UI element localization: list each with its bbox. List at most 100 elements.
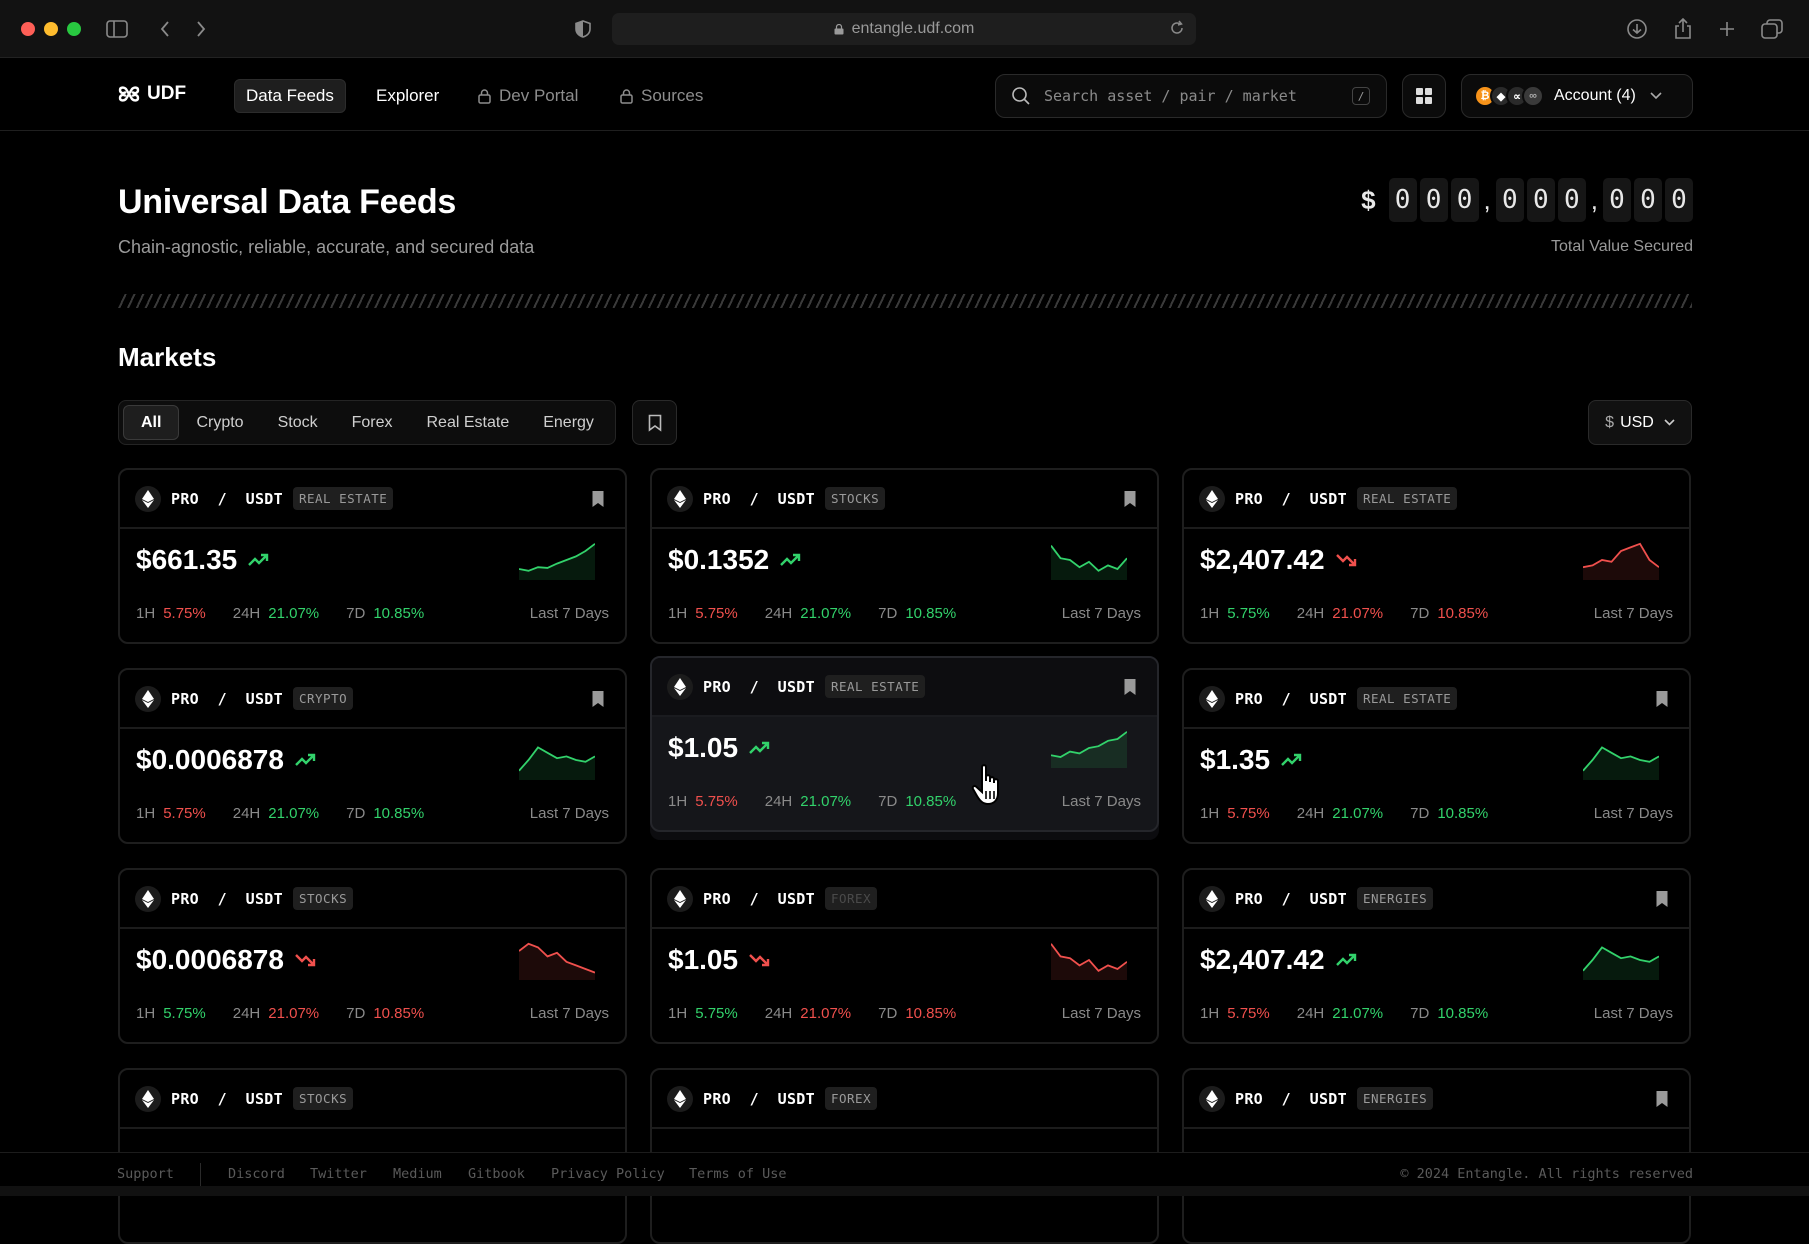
filter-tab-all[interactable]: All [123, 405, 180, 440]
footer-link-privacy-policy[interactable]: Privacy Policy [551, 1166, 665, 1182]
price-value: $1.05 [668, 944, 739, 975]
stat-label: 1H [1200, 605, 1220, 622]
lock-icon [834, 23, 844, 34]
market-card[interactable]: PRO / USDT REAL ESTATE $661.35 1H 5.75% 24H 21… [118, 468, 627, 644]
price-value: $0.0006878 [136, 744, 284, 775]
minimize-window-button[interactable] [44, 22, 58, 36]
sparkline-chart [1051, 545, 1127, 580]
market-filter-tabs: All Crypto Stock Forex Real Estate Energy [118, 400, 616, 445]
market-card[interactable]: PRO / USDT STOCKS $0.0006878 1H 5.75% 24H 21.0… [118, 868, 627, 1044]
bookmark-icon[interactable] [1655, 1090, 1669, 1108]
stat-label: 7D [1410, 1005, 1430, 1022]
new-tab-icon[interactable] [1714, 16, 1740, 42]
footer-link-terms-of-use[interactable]: Terms of Use [689, 1166, 787, 1182]
footer-link-gitbook[interactable]: Gitbook [468, 1166, 525, 1182]
filter-tab-forex[interactable]: Forex [351, 413, 393, 431]
category-badge: REAL ESTATE [1356, 687, 1458, 710]
price-row: $0.0006878 [136, 944, 316, 976]
change-stats: 1H 5.75% 24H 21.07% 7D 10.85% [136, 1005, 451, 1022]
chevron-down-icon [1664, 419, 1675, 426]
bookmark-icon[interactable] [591, 490, 605, 508]
market-card[interactable]: PRO / USDT ENERGIES $2,407.42 1H 5.75% 24H 21.… [1182, 868, 1691, 1044]
share-icon[interactable] [1670, 16, 1696, 42]
stat-label: 24H [764, 605, 793, 622]
bookmark-icon[interactable] [1655, 890, 1669, 908]
shield-icon[interactable] [570, 16, 596, 42]
top-navigation: UDF Data Feeds Explorer Dev Portal Sourc… [0, 58, 1809, 131]
download-icon[interactable] [1624, 16, 1650, 42]
ethereum-icon [135, 685, 161, 712]
currency-select[interactable]: $ USD [1588, 400, 1692, 445]
card-header: PRO / USDT STOCKS [120, 1070, 625, 1129]
sparkline-area [519, 943, 595, 980]
udf-logo[interactable]: UDF [118, 83, 186, 105]
filter-tab-real-estate[interactable]: Real Estate [426, 413, 510, 431]
bookmark-icon[interactable] [1655, 690, 1669, 708]
bookmark-icon [648, 414, 661, 432]
footer-link-discord[interactable]: Discord [228, 1166, 285, 1182]
card-header: PRO / USDT FOREX [652, 1070, 1157, 1129]
card-header: PRO / USDT CRYPTO [120, 670, 625, 729]
ethereum-icon [667, 1085, 693, 1112]
grid-icon [1416, 88, 1432, 104]
pair-label: PRO / USDT [703, 489, 815, 508]
market-card[interactable]: PRO / USDT CRYPTO $0.0006878 1H 5.75% 24H 21.0… [118, 668, 627, 844]
window-bottom-edge [0, 1186, 1809, 1196]
price-row: $661.35 [136, 544, 269, 576]
price-row: $1.05 [668, 732, 770, 764]
price-row: $0.1352 [668, 544, 801, 576]
chevron-down-icon [1650, 92, 1662, 100]
category-badge: FOREX [824, 1087, 878, 1110]
nav-sources[interactable]: Sources [609, 79, 714, 113]
sparkline-chart [519, 543, 595, 580]
footer-link-support[interactable]: Support [117, 1166, 174, 1182]
stat-label: 7D [1410, 605, 1430, 622]
card-header: PRO / USDT REAL ESTATE [1184, 470, 1689, 529]
bookmark-icon[interactable] [1123, 678, 1137, 696]
forward-icon[interactable] [188, 16, 214, 42]
ethereum-icon [135, 885, 161, 912]
reload-icon[interactable] [1168, 19, 1186, 37]
search-input[interactable]: Search asset / pair / market / [995, 74, 1387, 118]
price-value: $0.1352 [668, 544, 770, 575]
sidebar-toggle-icon[interactable] [104, 16, 130, 42]
bookmarks-filter-button[interactable] [632, 400, 677, 445]
tvs-digit: 0 [1665, 178, 1693, 222]
tab-overview-icon[interactable] [1759, 16, 1785, 42]
footer-link-medium[interactable]: Medium [393, 1166, 442, 1182]
change-stats: 1H 5.75% 24H 21.07% 7D 10.85% [1200, 605, 1515, 622]
nav-explorer[interactable]: Explorer [365, 79, 450, 113]
stat-label: 24H [1296, 805, 1325, 822]
sparkline-area [1583, 947, 1659, 980]
bookmark-icon[interactable] [591, 690, 605, 708]
sparkline-line [519, 942, 595, 974]
filter-tab-crypto[interactable]: Crypto [196, 413, 244, 431]
tvs-digit: 0 [1557, 178, 1586, 222]
close-window-button[interactable] [21, 22, 35, 36]
ethereum-icon [1199, 485, 1225, 512]
nav-data-feeds[interactable]: Data Feeds [234, 79, 346, 113]
sparkline-chart [1583, 746, 1659, 780]
back-icon[interactable] [152, 16, 178, 42]
lock-icon [620, 88, 633, 104]
market-card[interactable]: PRO / USDT REAL ESTATE $2,407.42 1H 5.75% 24H… [1182, 468, 1691, 644]
sparkline-chart [519, 746, 595, 780]
address-bar[interactable]: entangle.udf.com [612, 13, 1196, 45]
market-card[interactable]: PRO / USDT REAL ESTATE $1.05 1H 5.75% 24H 21.0… [650, 656, 1159, 832]
market-card[interactable]: PRO / USDT FOREX $1.05 1H 5.75% 24H 21.07% 7D 10… [650, 868, 1159, 1044]
card-header: PRO / USDT ENERGIES [1184, 1070, 1689, 1129]
maximize-window-button[interactable] [67, 22, 81, 36]
filter-tab-energy[interactable]: Energy [543, 413, 594, 431]
account-button[interactable]: ₿ ◆ ∝ ∞ Account (4) [1461, 74, 1693, 118]
nav-dev-portal[interactable]: Dev Portal [467, 79, 589, 113]
sparkline-area [1051, 943, 1127, 980]
change-7d: 10.85% [905, 605, 957, 622]
stat-label: 1H [1200, 1005, 1220, 1022]
market-card[interactable]: PRO / USDT STOCKS $0.1352 1H 5.75% 24H 21.07% 7… [650, 468, 1159, 644]
grid-view-button[interactable] [1402, 74, 1446, 118]
market-card[interactable]: PRO / USDT REAL ESTATE $1.35 1H 5.75% 24H 21.0… [1182, 668, 1691, 844]
footer-link-twitter[interactable]: Twitter [310, 1166, 367, 1182]
change-stats: 1H 5.75% 24H 21.07% 7D 10.85% [136, 605, 451, 622]
bookmark-icon[interactable] [1123, 490, 1137, 508]
filter-tab-stock[interactable]: Stock [277, 413, 318, 431]
